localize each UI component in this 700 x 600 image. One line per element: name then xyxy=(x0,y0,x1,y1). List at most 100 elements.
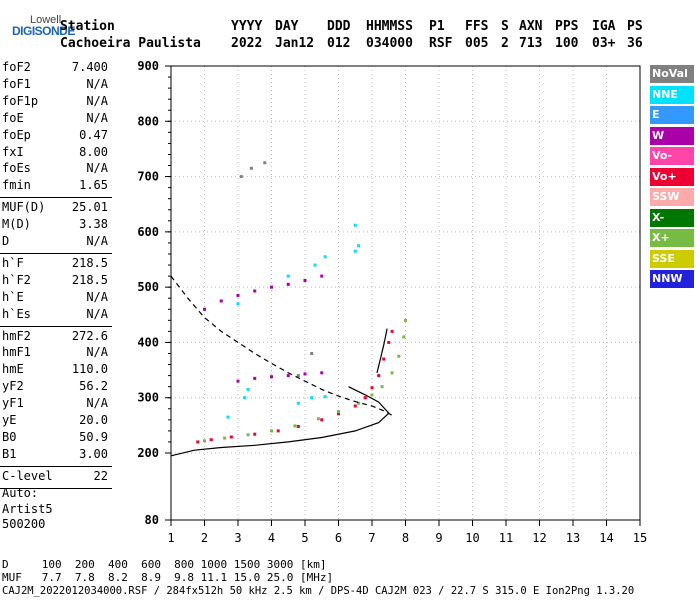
param-value: N/A xyxy=(86,234,108,248)
x-tick-label: 8 xyxy=(402,531,409,545)
data-point xyxy=(323,255,327,259)
data-point xyxy=(203,439,206,443)
data-point xyxy=(253,289,257,293)
chart-axes: 1 2 3 4 5 6 7 8 9 10 11 12 13 14 158020030040050060070… xyxy=(137,59,647,545)
param-row: yE 20.0 xyxy=(2,413,108,429)
data-point xyxy=(286,274,290,278)
data-point xyxy=(270,375,273,379)
chart-frame xyxy=(170,65,641,521)
param-label: hmF2 xyxy=(2,328,31,343)
header-line1-pps: PPS xyxy=(555,19,579,34)
data-point xyxy=(246,387,250,391)
data-point xyxy=(380,385,384,389)
data-point xyxy=(209,438,213,442)
param-row: C-level 22 xyxy=(2,469,108,485)
data-point xyxy=(249,166,253,170)
param-value: 218.5 xyxy=(71,272,108,287)
param-value: N/A xyxy=(86,161,108,176)
param-value: 110.0 xyxy=(71,362,108,377)
data-point xyxy=(357,401,361,405)
data-point xyxy=(263,161,267,165)
data-point xyxy=(296,374,300,378)
data-point xyxy=(390,329,394,333)
header-line2-ffs: 005 xyxy=(465,36,489,51)
param-value: 22 xyxy=(93,468,108,483)
header-line2-pps: 100 xyxy=(555,36,579,51)
param-separator xyxy=(0,252,112,254)
param-row: foEp 0.47 xyxy=(2,128,108,144)
param-value: N/A xyxy=(86,345,108,360)
header-line1-hhmmss: HHMMSS xyxy=(366,19,413,34)
param-label: foEp xyxy=(2,127,31,142)
x-tick-label: 5 xyxy=(301,531,308,545)
logo-lowell: Lowell xyxy=(30,14,62,26)
data-point xyxy=(286,282,290,286)
param-value: 3.00 xyxy=(79,446,108,461)
legend-item-vo-: Vo- xyxy=(650,147,694,165)
param-separator xyxy=(0,465,112,467)
param-separator xyxy=(0,487,112,489)
data-point xyxy=(382,357,386,361)
header-line2-yyyy: 2022 xyxy=(231,36,263,51)
param-label: foF1p xyxy=(2,93,39,108)
param-value: N/A xyxy=(86,76,108,91)
header-line1-iga: IGA xyxy=(592,19,616,34)
param-label: M(D) xyxy=(2,217,31,232)
header-line2-day: Jan12 xyxy=(275,36,315,51)
legend-item-noval: NoVal xyxy=(650,65,694,83)
data-point xyxy=(286,374,290,378)
param-value: 218.5 xyxy=(71,255,108,270)
header-line1-day: DAY xyxy=(275,19,299,34)
header-line1-s: S xyxy=(501,19,509,34)
legend-item-sse: SSE xyxy=(650,249,694,268)
param-label: foF2 xyxy=(2,60,31,74)
param-label: B0 xyxy=(2,429,17,444)
param-row: M(D) 3.38 xyxy=(2,217,108,233)
series-x- xyxy=(203,318,407,443)
data-point xyxy=(303,279,307,283)
param-row: B0 50.9 xyxy=(2,430,108,446)
header-line2-s: 2 xyxy=(501,36,509,51)
x-tick-label: 13 xyxy=(566,531,580,545)
data-point xyxy=(236,293,240,297)
param-value: 0.47 xyxy=(79,127,108,142)
data-point xyxy=(196,440,200,444)
header-line1-station: Station xyxy=(60,19,115,34)
param-value: N/A xyxy=(86,396,108,411)
x-tick-label: 14 xyxy=(599,531,613,545)
param-label: B1 xyxy=(2,446,17,461)
data-point xyxy=(320,418,324,422)
param-row: foE N/A xyxy=(2,111,108,127)
legend-item-nne: NNE xyxy=(650,85,694,104)
data-point xyxy=(357,244,361,248)
data-point xyxy=(236,379,240,383)
series-nne xyxy=(226,223,361,419)
line-trace-fit-black xyxy=(376,328,388,373)
data-point xyxy=(320,371,324,375)
data-point xyxy=(323,395,327,399)
param-label: fxI xyxy=(2,144,24,159)
param-value: 3.38 xyxy=(79,217,108,232)
x-tick-label: 3 xyxy=(234,531,241,545)
header-line1-ddd: DDD xyxy=(327,19,351,34)
y-tick-label: 700 xyxy=(137,170,159,184)
footer-file-info: CAJ2M_2022012034000.RSF / 284fx512h 50 k… xyxy=(2,585,635,597)
data-point xyxy=(320,274,324,278)
data-point xyxy=(353,249,357,253)
data-point xyxy=(402,335,406,339)
data-point xyxy=(370,393,374,397)
param-row: h`Es N/A xyxy=(2,307,108,323)
y-tick-label: 900 xyxy=(137,59,159,73)
data-point xyxy=(226,415,230,419)
param-value: N/A xyxy=(86,110,108,125)
data-point xyxy=(203,307,206,311)
data-point xyxy=(270,429,273,433)
series-noval xyxy=(239,161,314,378)
param-row: MUF(D) 25.01 xyxy=(2,200,108,216)
header-line2-hhmmss: 034000 xyxy=(366,36,413,51)
y-tick-label: 300 xyxy=(137,391,159,405)
data-point xyxy=(253,376,257,380)
param-label: h`E xyxy=(2,289,24,304)
data-point xyxy=(390,371,394,375)
param-label: yE xyxy=(2,413,17,427)
